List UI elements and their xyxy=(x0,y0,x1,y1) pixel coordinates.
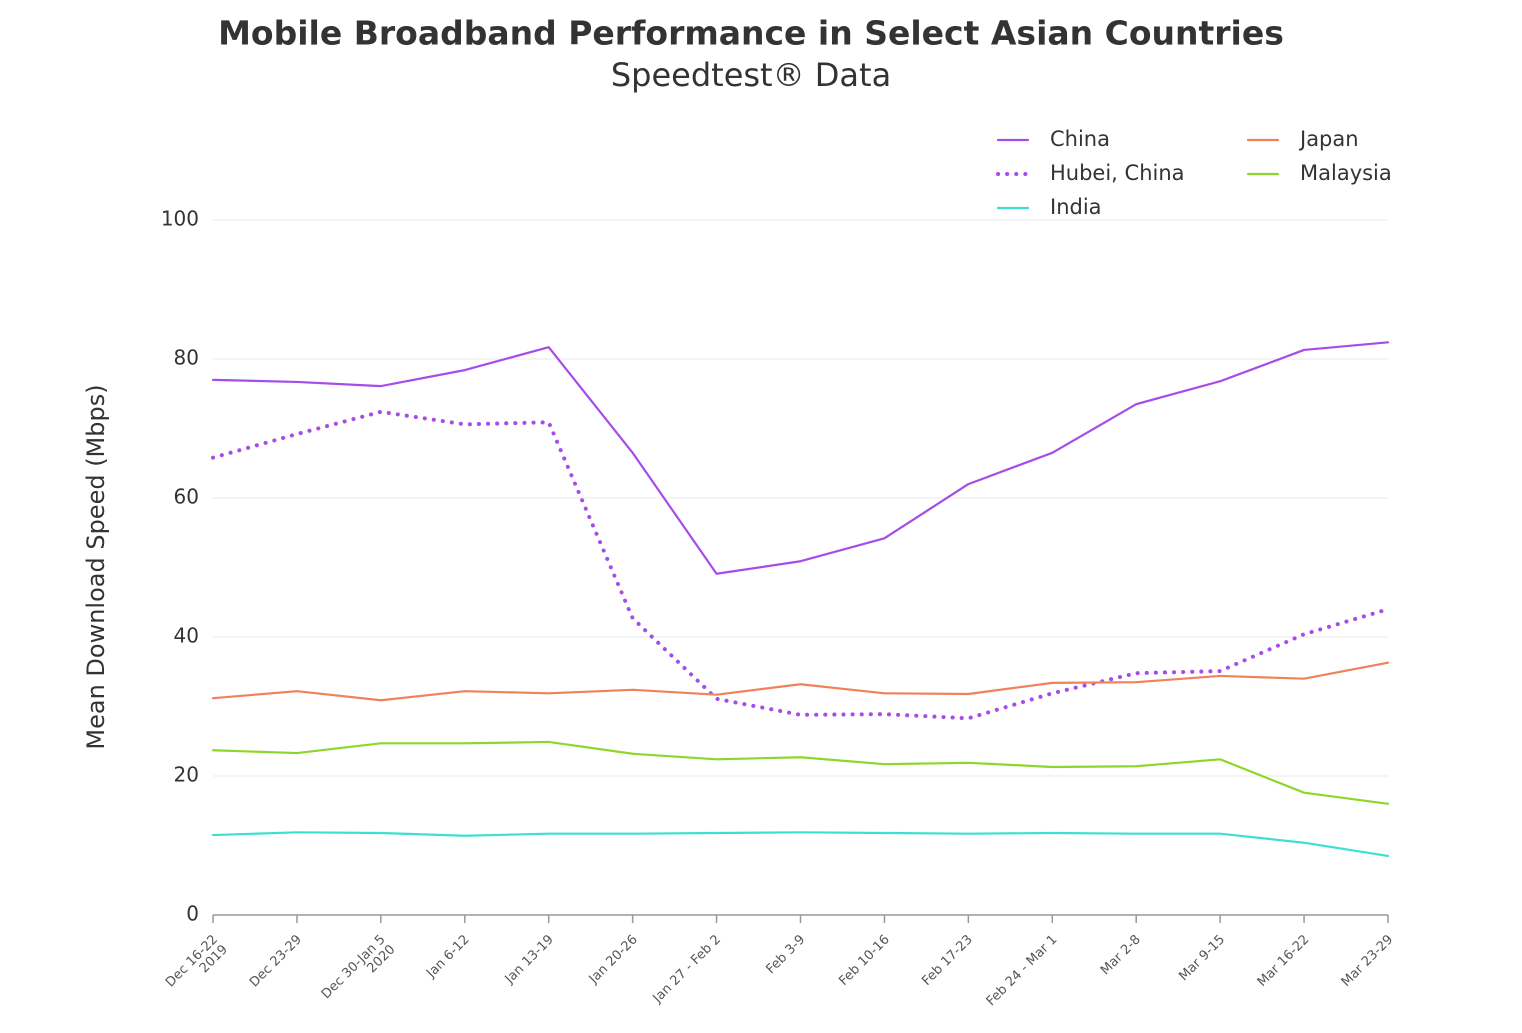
y-tick-label: 100 xyxy=(161,207,199,231)
legend-label: India xyxy=(1050,195,1102,219)
y-tick-label: 0 xyxy=(186,902,199,926)
y-tick-label: 40 xyxy=(174,624,199,648)
series-line xyxy=(211,341,1390,575)
y-axis-label: Mean Download Speed (Mbps) xyxy=(82,384,110,749)
series-line xyxy=(211,409,1390,721)
legend-label: Hubei, China xyxy=(1050,161,1185,185)
legend-label: China xyxy=(1050,127,1110,151)
series-line xyxy=(211,740,1390,805)
y-tick-label: 60 xyxy=(174,485,199,509)
legend-label: Malaysia xyxy=(1300,161,1392,185)
chart-subtitle: Speedtest® Data xyxy=(611,56,891,94)
y-tick-label: 20 xyxy=(174,763,199,787)
series-line xyxy=(211,831,1390,858)
legend-label: Japan xyxy=(1298,127,1359,151)
series-line xyxy=(211,661,1390,702)
chart-title: Mobile Broadband Performance in Select A… xyxy=(218,14,1284,53)
y-tick-label: 80 xyxy=(174,346,199,370)
